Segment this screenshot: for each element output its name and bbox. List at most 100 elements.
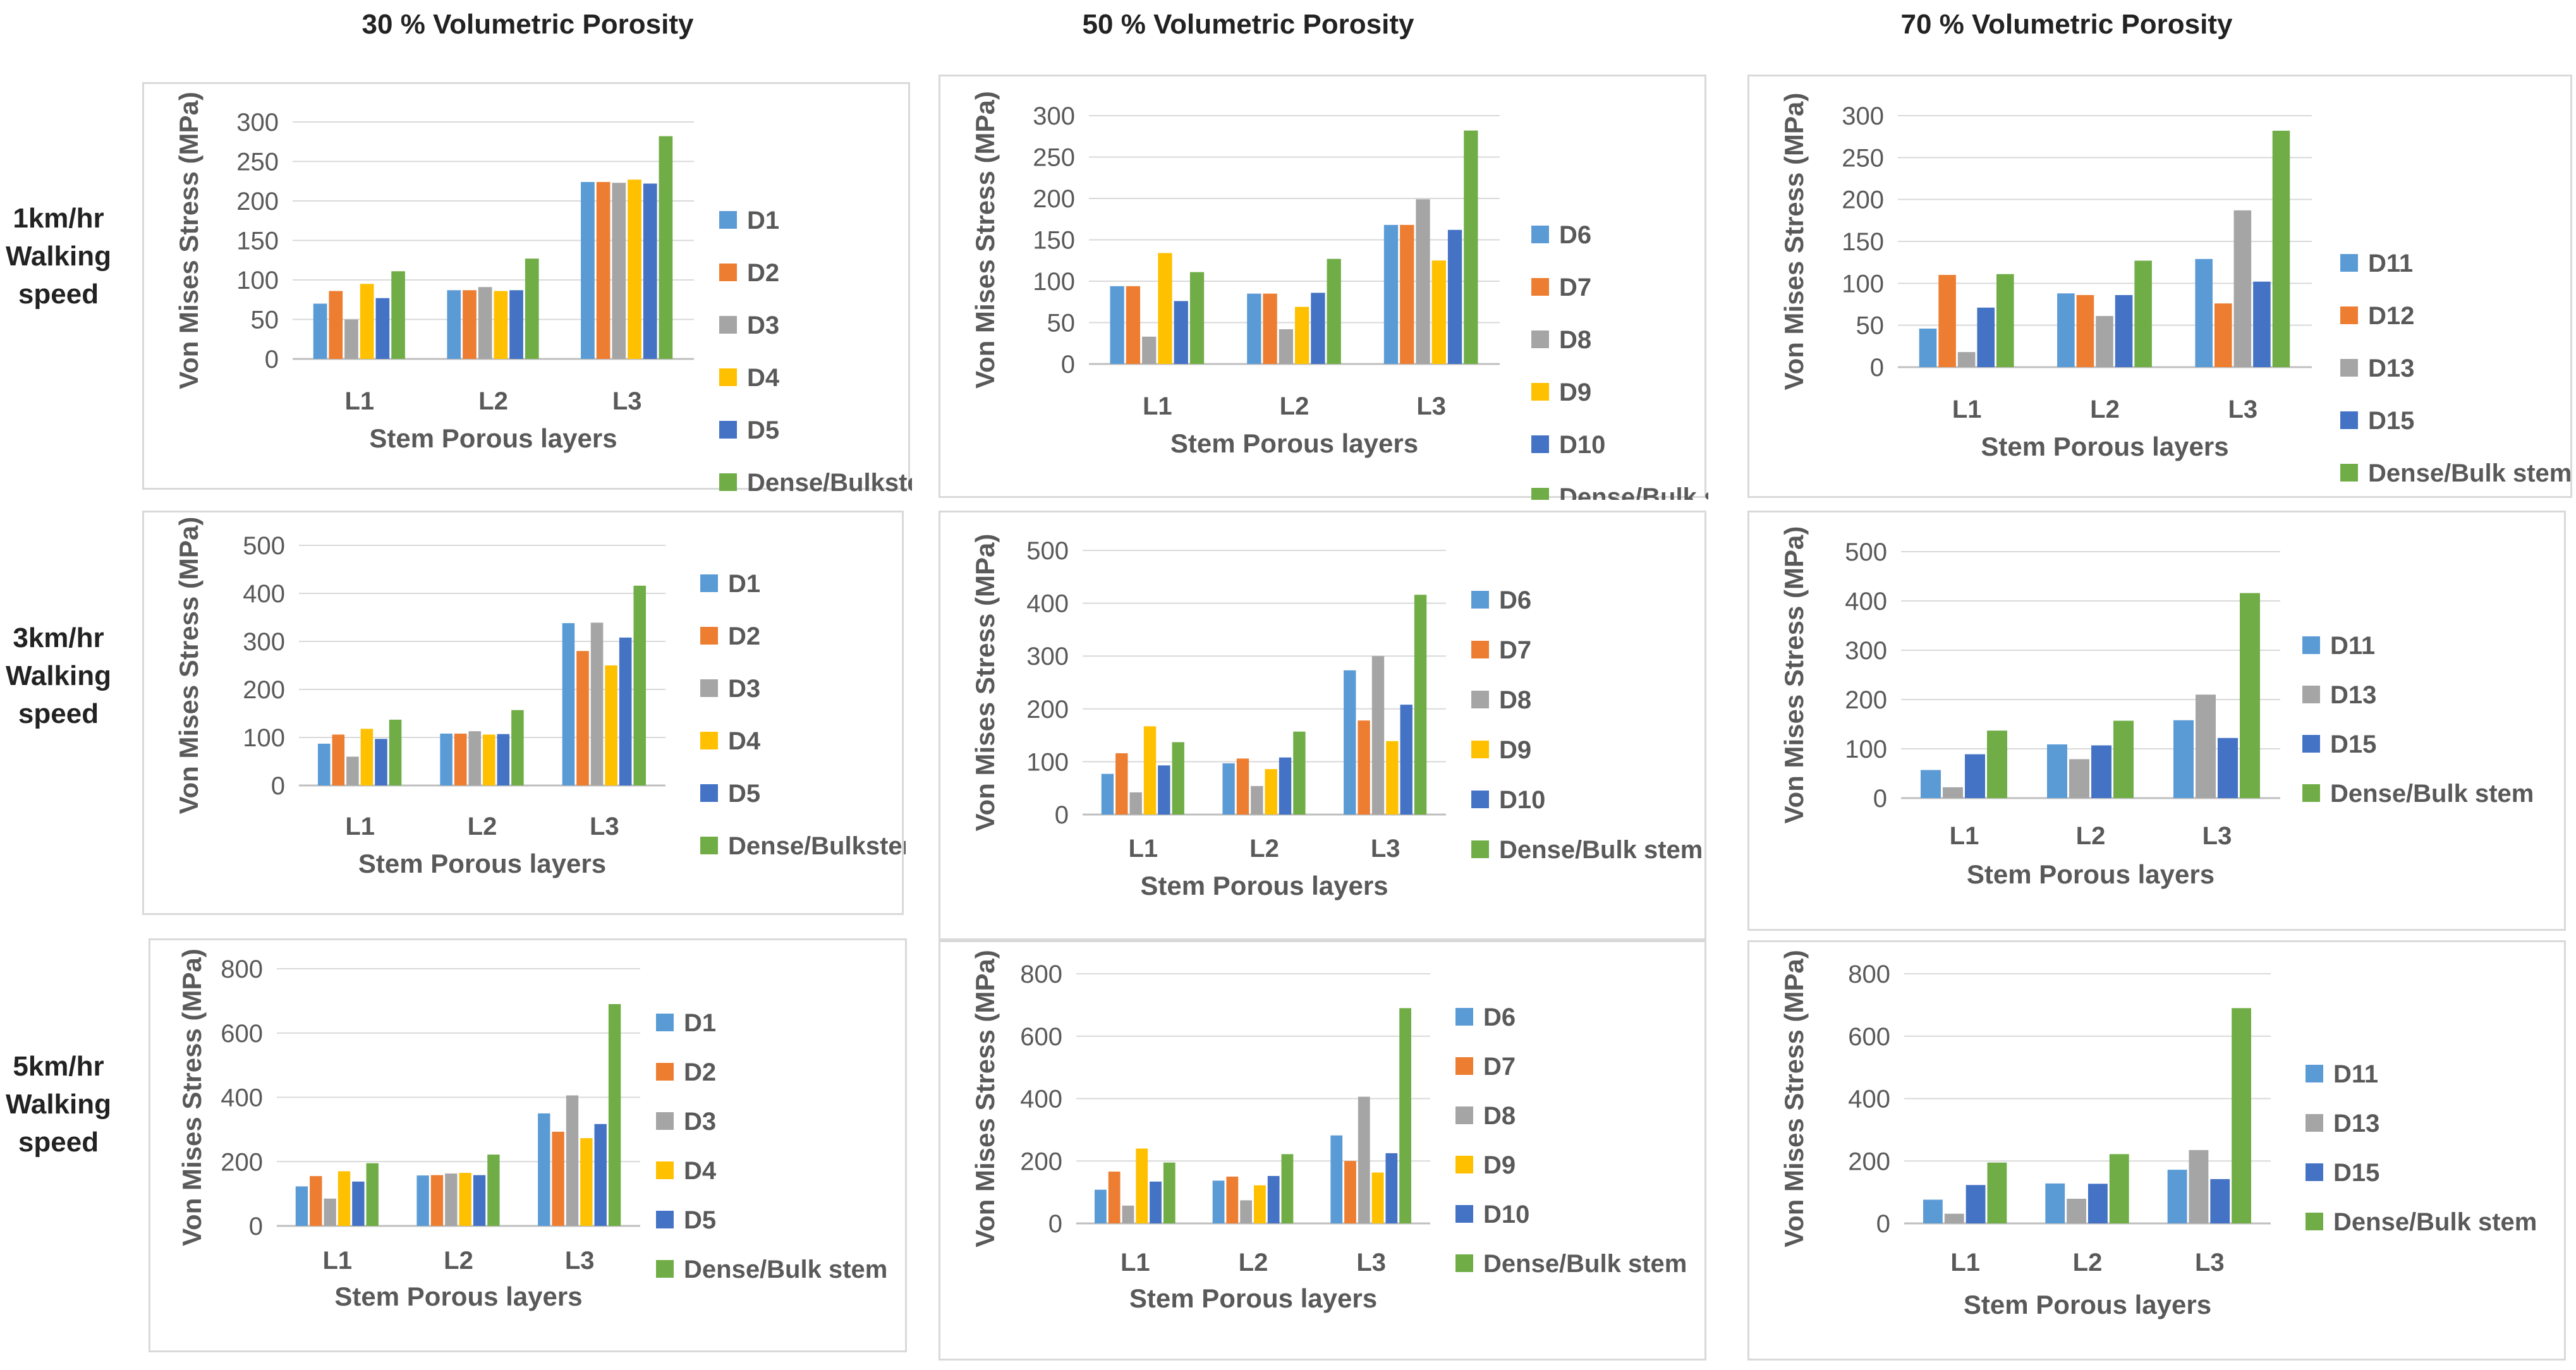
legend-swatch-dense-bulk-stem [656, 1260, 674, 1278]
y-tick-label: 800 [1020, 961, 1062, 988]
category-label-l1: L1 [1950, 822, 1979, 850]
bar-d6-l3 [1383, 224, 1399, 364]
legend-label-d8: D8 [1499, 686, 1531, 714]
bar-d8-l1 [1122, 1205, 1134, 1223]
bar-d4-l2 [483, 734, 495, 785]
bar-d1-l3 [581, 182, 595, 359]
bar-dense-bulk-stem-l2 [2113, 720, 2134, 798]
bar-d10-l2 [1267, 1175, 1280, 1223]
bar-d8-l3 [1371, 656, 1385, 815]
bar-dense-bulkstem-l1 [391, 271, 405, 359]
legend-label-d3: D3 [747, 312, 779, 339]
category-label-l3: L3 [2202, 822, 2232, 850]
legend-label-dense-bulk-stem: Dense/Bulk stem [1559, 483, 1708, 500]
y-tick-label: 100 [1842, 270, 1884, 298]
legend-swatch-d13 [2306, 1114, 2323, 1132]
chart-panel-5kmhr-50: 0 200 400 600 800 L1 L2 L3 Stem Porous layers Von… [939, 940, 1706, 1361]
y-tick-label: 0 [1048, 1210, 1062, 1238]
legend-label-d4: D4 [728, 727, 761, 755]
y-tick-label: 150 [1842, 228, 1884, 256]
bar-d4-l1 [360, 284, 374, 359]
legend-swatch-d15 [2302, 735, 2320, 753]
legend-swatch-d3 [719, 316, 737, 334]
legend-swatch-d1 [700, 574, 718, 592]
bar-d10-l1 [1150, 1181, 1162, 1223]
y-tick-label: 300 [1842, 102, 1884, 130]
y-tick-label: 400 [1845, 588, 1887, 615]
bar-d2-l2 [463, 290, 477, 359]
y-tick-label: 0 [1055, 801, 1069, 829]
chart-panel-1kmhr-30: 0 50 100 150 200 250 300 L1 L2 L3 Stem Porous laye… [142, 82, 912, 492]
legend-swatch-d4 [700, 732, 718, 749]
bar-d11-l2 [2057, 293, 2075, 367]
bar-d10-l2 [1311, 293, 1325, 364]
legend-label-d11: D11 [2333, 1060, 2378, 1088]
bar-d9-l2 [1254, 1185, 1266, 1223]
chart-svg: 0 200 400 600 800 L1 L2 L3 Stem Porous layers Von… [1779, 950, 2537, 1319]
bar-dense-bulk-stem-l3 [2272, 130, 2290, 367]
chart-panel-5kmhr-30: 0 200 400 600 800 L1 L2 L3 Stem Porous layers Von… [149, 938, 907, 1352]
bar-d11-l2 [2047, 744, 2067, 798]
bar-d15-l1 [1965, 1185, 1986, 1223]
bar-d9-l3 [1386, 741, 1399, 815]
bar-d2-l1 [332, 734, 345, 785]
chart-panel-3kmhr-70: 0 100 200 300 400 500 L1 L2 L3 Stem Porous layers… [1747, 511, 2566, 931]
category-label-l2: L2 [444, 1247, 473, 1275]
bar-d8-l2 [1279, 329, 1293, 364]
y-axis-label: Von Mises Stress (MPa) [174, 92, 204, 389]
bar-d7-l1 [1108, 1172, 1121, 1223]
legend-label-d12: D12 [2368, 302, 2414, 330]
legend-swatch-dense-bulk-stem [2306, 1213, 2323, 1230]
legend-swatch-d13 [2302, 686, 2320, 703]
chart-panel-3kmhr-50: 0 100 200 300 400 500 L1 L2 L3 Stem Porous layers… [939, 511, 1706, 940]
y-tick-label: 300 [236, 109, 279, 136]
bar-d2-l2 [430, 1175, 444, 1226]
bar-dense-bulk-stem-l2 [2134, 260, 2152, 367]
legend-swatch-d5 [656, 1211, 674, 1228]
bar-d6-l1 [1101, 773, 1114, 815]
column-title-30: 30 % Volumetric Porosity [361, 9, 694, 40]
bar-dense-bulk-stem-l3 [1399, 1008, 1411, 1223]
legend-label-d13: D13 [2368, 355, 2414, 382]
category-label-l3: L3 [2228, 396, 2257, 423]
bar-dense-bulkstem-l2 [525, 258, 539, 359]
y-tick-label: 200 [1842, 186, 1884, 214]
legend-swatch-dense-bulk-stem [1455, 1254, 1473, 1272]
legend-label-d13: D13 [2330, 681, 2376, 709]
legend-swatch-d8 [1531, 330, 1549, 348]
bar-d7-l1 [1115, 753, 1128, 815]
bar-dense-bulk-stem-l3 [2240, 593, 2260, 798]
bar-d7-l2 [1263, 293, 1277, 364]
row-label-5kmhr: 5km/hr Walking speed [5, 1051, 112, 1158]
bar-d9-l1 [1143, 726, 1157, 815]
x-axis-label: Stem Porous layers [369, 423, 617, 453]
chart-svg: 0 100 200 300 400 500 L1 L2 L3 Stem Porous layers… [174, 517, 906, 878]
legend-label-d6: D6 [1499, 586, 1531, 614]
y-tick-label: 200 [1845, 686, 1887, 714]
bar-d13-l2 [2069, 759, 2089, 798]
y-tick-label: 0 [249, 1213, 263, 1240]
y-tick-label: 100 [1026, 748, 1069, 776]
bar-d6-l3 [1344, 670, 1356, 815]
category-label-l1: L1 [345, 813, 375, 840]
bar-d8-l1 [1129, 792, 1142, 815]
bar-d9-l1 [1136, 1148, 1148, 1223]
bar-d2-l1 [329, 291, 343, 359]
legend-label-d6: D6 [1483, 1003, 1516, 1031]
bar-dense-bulk-stem-l1 [1996, 274, 2014, 367]
bar-d1-l1 [313, 303, 327, 359]
bar-d1-l1 [318, 743, 331, 785]
bar-d5-l2 [497, 734, 510, 785]
y-tick-label: 600 [1020, 1023, 1062, 1051]
legend-label-d2: D2 [747, 259, 779, 287]
bar-dense-bulk-stem-l1 [1172, 742, 1184, 815]
legend-label-dense-bulkstem: Dense/Bulkstem [728, 832, 906, 860]
bar-dense-bulk-stem-l3 [1464, 130, 1478, 364]
category-label-l3: L3 [612, 387, 642, 415]
bar-d3-l2 [478, 287, 492, 359]
bar-d11-l1 [1921, 770, 1941, 798]
y-tick-label: 300 [1033, 102, 1075, 130]
chart-svg: 0 200 400 600 800 L1 L2 L3 Stem Porous layers Von… [177, 949, 887, 1311]
